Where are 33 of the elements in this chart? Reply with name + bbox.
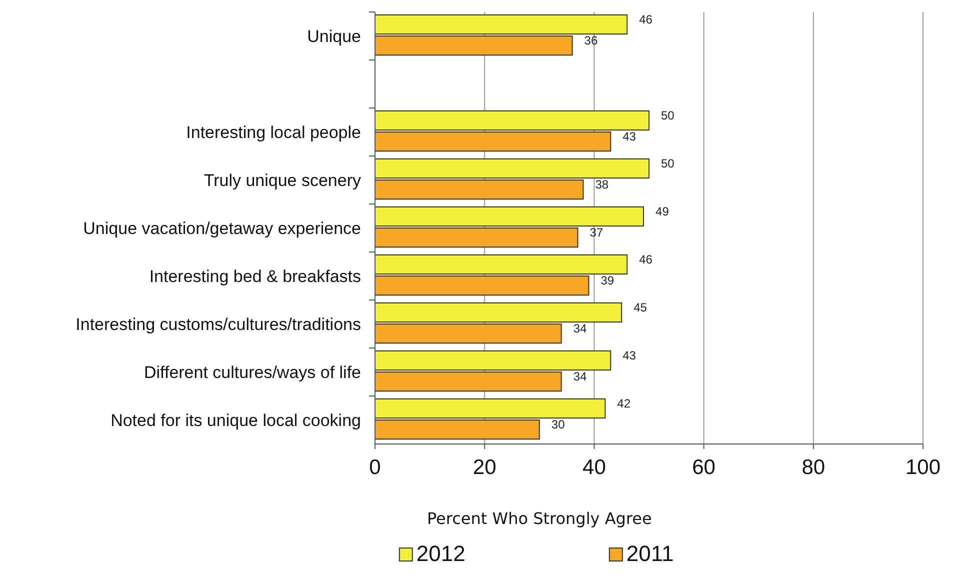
y-tick-label: Interesting customs/cultures/traditions bbox=[76, 314, 361, 334]
data-label: 42 bbox=[617, 396, 631, 410]
x-tick-label: 0 bbox=[369, 456, 381, 479]
legend-label: 2012 bbox=[416, 541, 466, 566]
y-tick-label: Truly unique scenery bbox=[204, 170, 362, 190]
y-tick-label: Noted for its unique local cooking bbox=[110, 410, 361, 430]
data-label: 46 bbox=[639, 12, 653, 26]
data-label: 37 bbox=[590, 226, 604, 240]
data-label: 45 bbox=[634, 300, 648, 314]
data-label: 39 bbox=[600, 274, 614, 288]
data-label: 38 bbox=[595, 178, 609, 192]
data-label: 50 bbox=[661, 108, 675, 122]
y-tick-label: Different cultures/ways of life bbox=[144, 362, 361, 382]
x-tick-label: 100 bbox=[905, 456, 941, 479]
data-label: 34 bbox=[573, 370, 587, 384]
data-label: 36 bbox=[584, 34, 598, 48]
y-tick-label: Interesting local people bbox=[186, 122, 361, 142]
legend-label: 2011 bbox=[626, 541, 674, 566]
x-tick-label: 80 bbox=[802, 456, 826, 479]
data-label: 43 bbox=[622, 348, 636, 362]
y-tick-label: Unique bbox=[307, 26, 361, 46]
data-label: 34 bbox=[573, 322, 587, 336]
x-tick-label: 20 bbox=[472, 456, 496, 479]
x-tick-label: 60 bbox=[692, 456, 716, 479]
data-label: 30 bbox=[551, 418, 566, 432]
y-tick-label: Interesting bed & breakfasts bbox=[149, 266, 361, 286]
data-label: 49 bbox=[656, 204, 670, 218]
x-axis-title: Percent Who Strongly Agree bbox=[426, 509, 652, 528]
data-label: 43 bbox=[622, 130, 636, 144]
data-label: 50 bbox=[661, 156, 675, 170]
y-tick-label: Unique vacation/getaway experience bbox=[83, 218, 361, 238]
data-label: 46 bbox=[639, 252, 653, 266]
x-tick-label: 40 bbox=[582, 456, 606, 479]
